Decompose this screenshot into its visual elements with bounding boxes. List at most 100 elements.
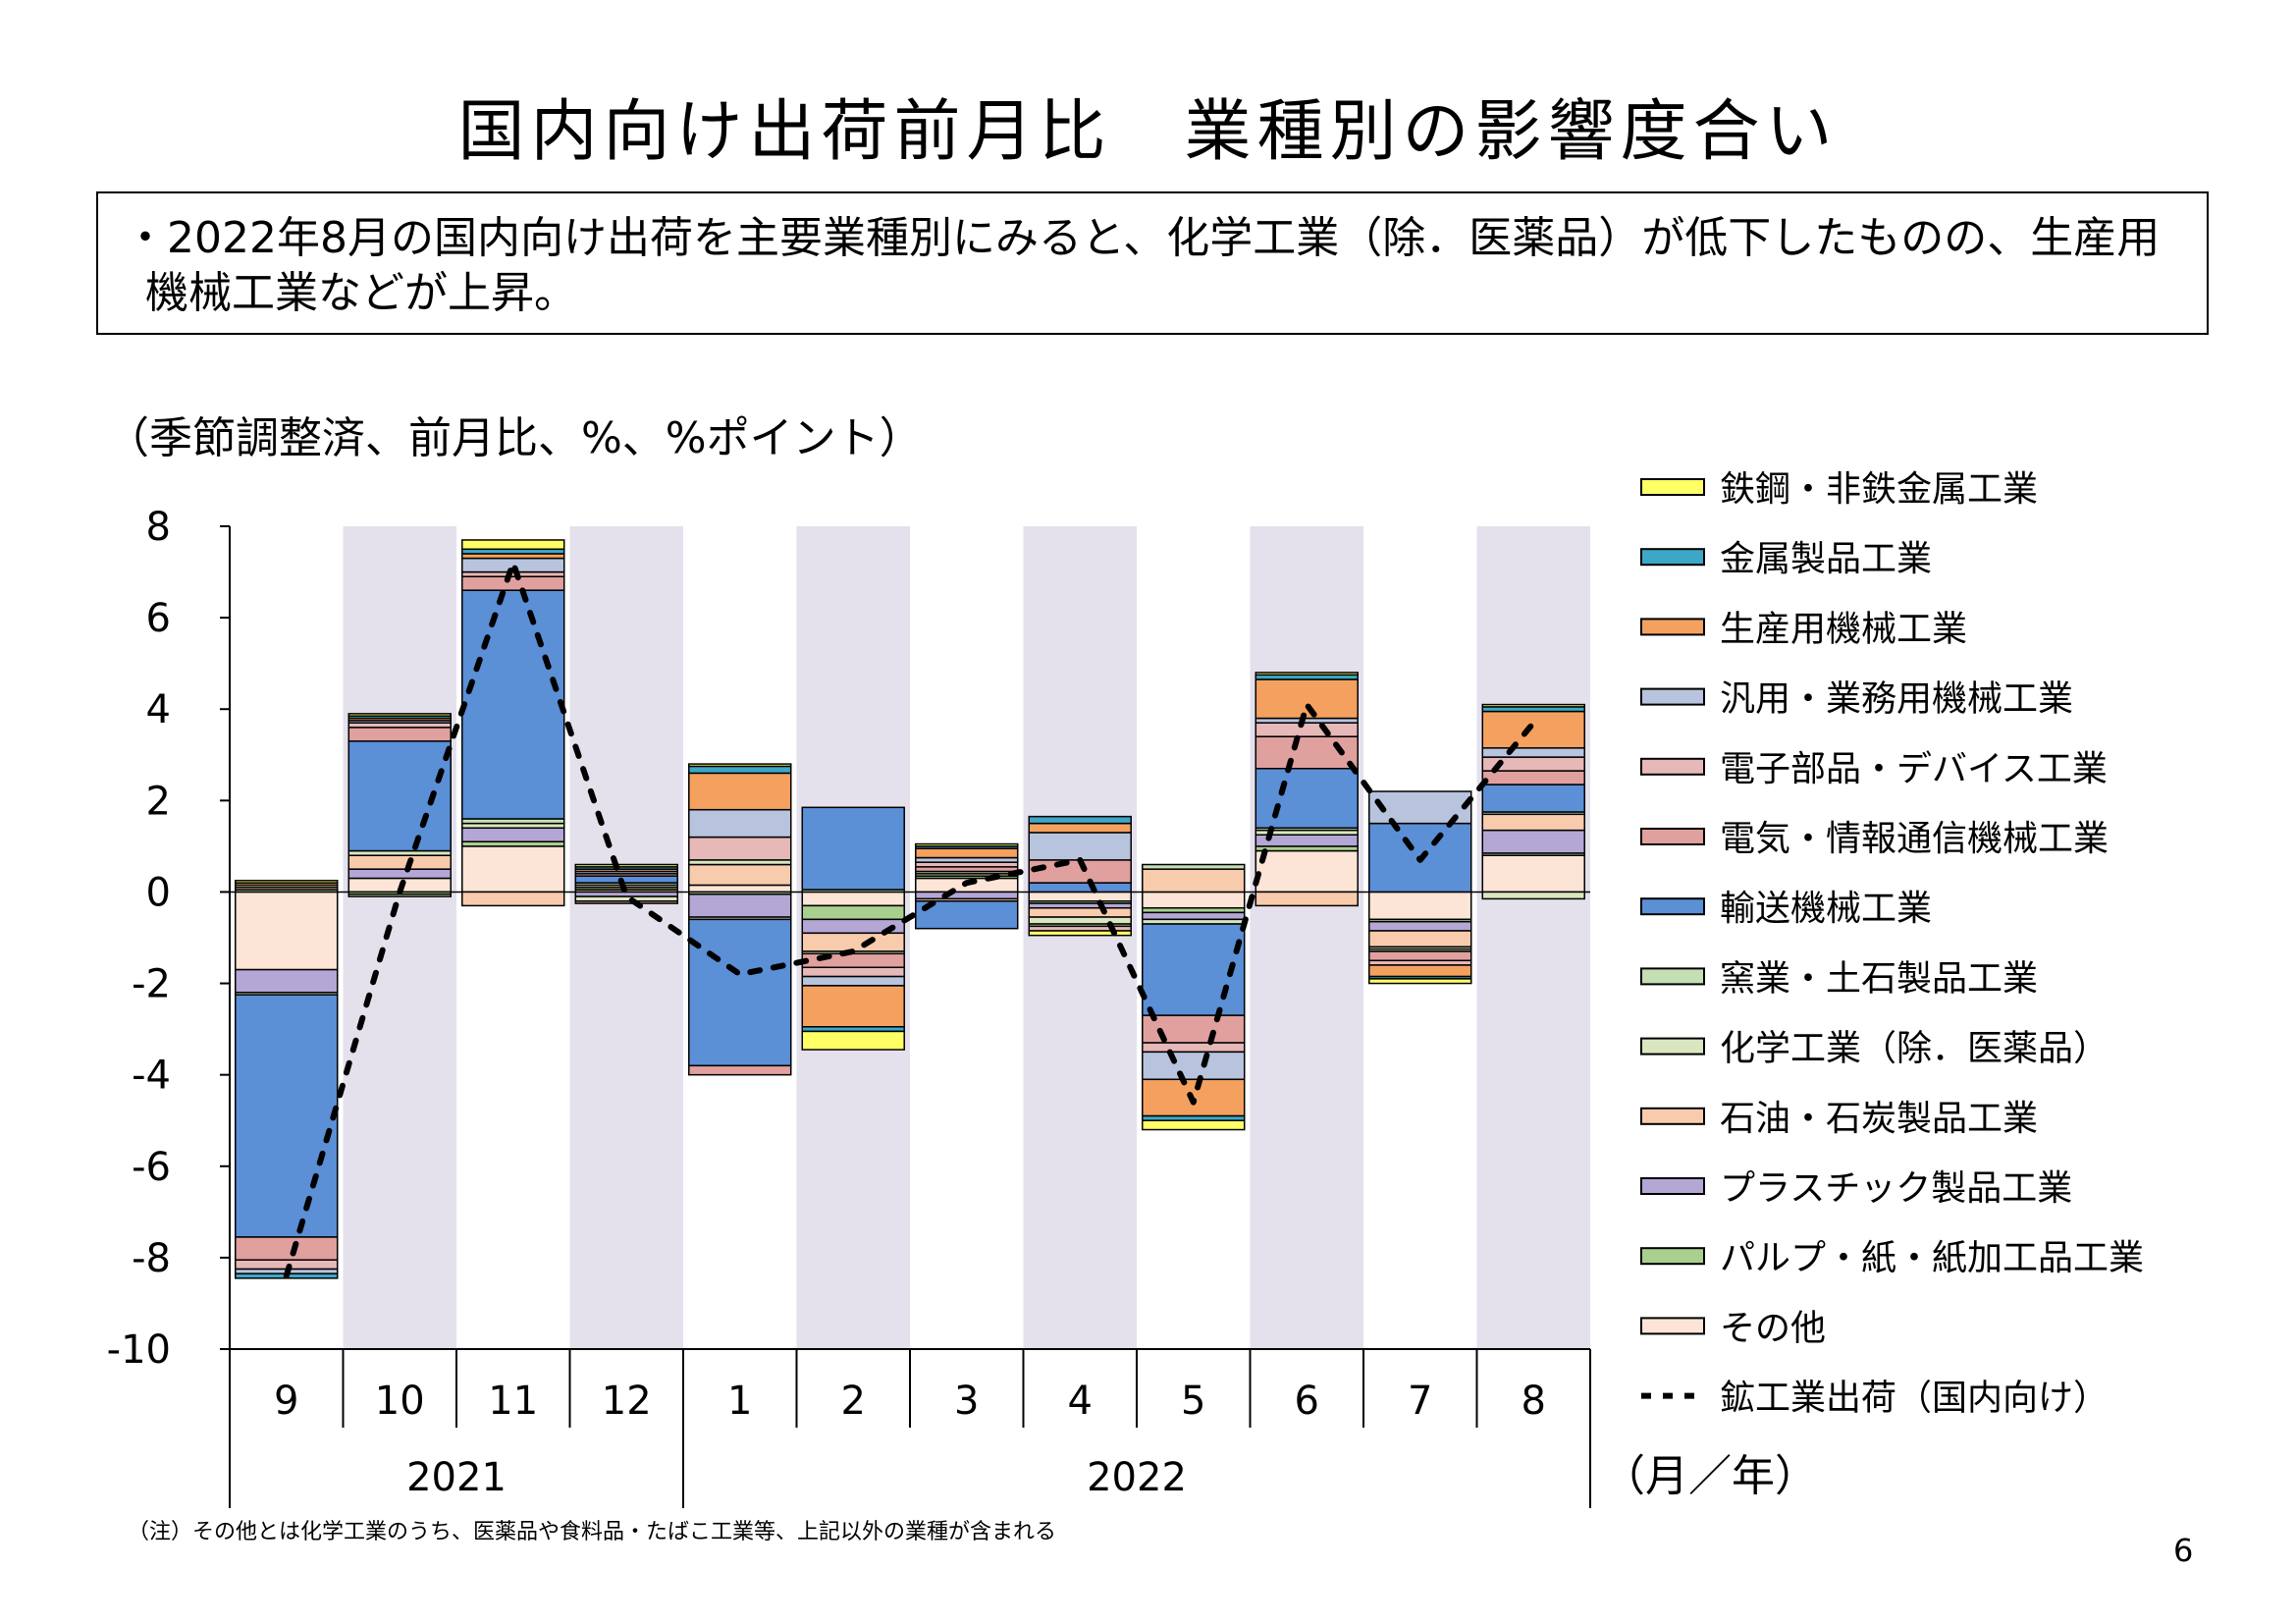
legend-swatch [1640,757,1705,776]
bar-segment [1481,813,1585,832]
bar-segment [461,539,565,551]
y-tick-label: 0 [146,870,171,915]
unit-label: （季節調整済、前月比、%、%ポイント） [106,413,923,463]
axis-unit-label: （月／年） [1602,1451,1818,1501]
bar-segment [1142,1119,1246,1131]
bar-segment [235,994,339,1238]
bar-segment [347,854,452,870]
bar-segment [801,891,905,907]
year-label: 2021 [406,1455,507,1500]
month-label: 1 [727,1379,752,1424]
bar-segment [915,891,1019,900]
month-label: 10 [375,1379,425,1424]
summary-text: ・2022年8月の国内向け出荷を主要業種別にみると、化学工業（除．医薬品）が低下… [124,213,2161,318]
bar-segment [1481,854,1585,893]
month-label: 4 [1068,1379,1093,1424]
bar-segment [1481,770,1585,785]
month-label: 8 [1522,1379,1546,1424]
legend-swatch [1640,1037,1705,1056]
legend-label: その他 [1720,1308,1826,1348]
bar-segment [688,893,792,918]
bar-segment [1142,1042,1246,1054]
bar-segment [1255,678,1359,720]
y-tick-label: -6 [132,1145,171,1190]
bar-segment [688,772,792,811]
page-title: 国内向け出荷前月比 業種別の影響度合い [457,93,1839,171]
bar-segment [1481,703,1585,708]
bar-segment [461,827,565,842]
y-tick-label: -8 [132,1236,171,1281]
bar-segment [1368,978,1472,985]
shade-band-12 [569,526,683,1349]
bar-segment [1028,891,1132,902]
bar-segment [1028,930,1132,937]
bar-segment [235,880,339,884]
legend-label: パルプ・紙・紙加工品工業 [1720,1238,2144,1278]
bar-segment [915,847,1019,859]
bar-segment [235,891,339,971]
bar-segment [1368,930,1472,948]
bar-segment [1028,906,1132,918]
legend-swatch [1640,548,1705,567]
bar-segment [801,904,905,921]
legend-swatch [1640,1247,1705,1266]
bar-segment [235,968,339,994]
legend-swatch [1640,618,1705,636]
bar-segment [1255,722,1359,737]
month-label: 3 [954,1379,979,1424]
month-label: 12 [602,1379,652,1424]
bar-segment [1255,672,1359,677]
bar-segment [688,836,792,861]
bar-segment [801,975,905,987]
bar-segment [1142,911,1246,921]
legend-label: 生産用機械工業 [1720,609,1967,649]
y-tick-label: 2 [146,779,171,824]
bar-segment [688,763,792,768]
legend-label: 窯業・土石製品工業 [1720,958,2038,999]
bar-segment [801,806,905,891]
shade-band-10 [343,526,456,1349]
bar-segment [688,918,792,1067]
page-number: 6 [2173,1532,2194,1569]
bar-segment [1142,863,1246,870]
month-label: 9 [274,1379,298,1424]
bar-segment [574,863,678,868]
bar-segment [1368,950,1472,962]
legend-label: 金属製品工業 [1720,539,1932,579]
y-tick-label: 8 [146,505,171,550]
summary-box: ・2022年8月の国内向け出荷を主要業種別にみると、化学工業（除．医薬品）が低下… [96,191,2209,335]
legend-swatch [1640,478,1705,496]
legend-label: 鉄鋼・非鉄金属工業 [1720,469,2038,510]
bar-segment [1368,964,1472,978]
bar-segment [1368,891,1472,921]
year-label: 2022 [1087,1455,1187,1500]
bar-segment [235,1236,339,1261]
legend-swatch [1640,967,1705,986]
legend-swatch [1640,828,1705,845]
bar-segment [461,589,565,820]
bar-segment [801,1030,905,1051]
bar-segment [347,727,452,742]
shade-band-6 [1250,526,1363,1349]
legend-label: 石油・石炭製品工業 [1720,1099,2038,1139]
bar-segment [801,985,905,1028]
bar-segment [574,900,678,904]
bar-segment [1028,832,1132,861]
y-tick-label: 6 [146,596,171,641]
bar-segment [688,1064,792,1076]
bar-segment [461,575,565,591]
month-label: 6 [1295,1379,1319,1424]
bar-segment [801,932,905,952]
bar-segment [801,952,905,969]
month-label: 2 [841,1379,866,1424]
month-label: 5 [1181,1379,1205,1424]
bar-segment [1028,815,1132,825]
legend-label: 化学工業（除．医薬品） [1720,1029,2109,1069]
bar-segment [1255,767,1359,830]
y-tick-label: -2 [132,962,171,1007]
bar-segment [1368,920,1472,932]
bar-segment [1481,710,1585,749]
line-series-domestic-shipments [283,560,1537,1279]
legend-label: 鉱工業出荷（国内向け） [1720,1379,2109,1419]
bar-segment [347,868,452,880]
